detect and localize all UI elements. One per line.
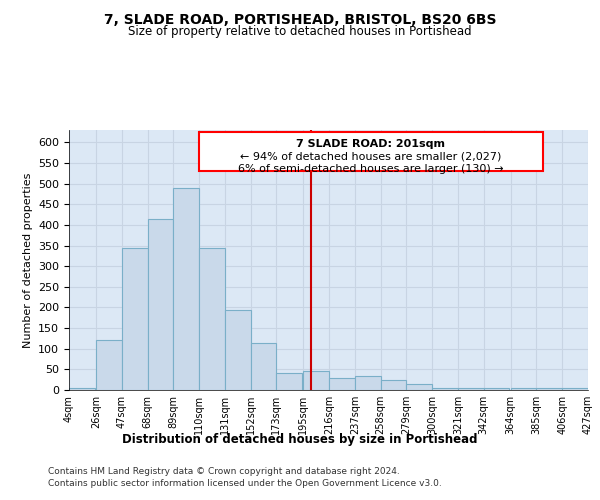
Bar bbox=[69, 388, 95, 390]
Bar bbox=[96, 340, 122, 390]
Bar bbox=[173, 188, 199, 390]
Bar bbox=[225, 310, 251, 390]
Bar bbox=[277, 374, 302, 390]
Bar bbox=[329, 378, 355, 390]
Bar bbox=[304, 372, 329, 390]
Text: Distribution of detached houses by size in Portishead: Distribution of detached houses by size … bbox=[122, 432, 478, 446]
Bar bbox=[355, 376, 380, 390]
Bar bbox=[199, 248, 225, 390]
Text: Contains HM Land Registry data © Crown copyright and database right 2024.: Contains HM Land Registry data © Crown c… bbox=[48, 468, 400, 476]
Bar bbox=[536, 388, 562, 390]
Bar bbox=[406, 384, 432, 390]
Text: Size of property relative to detached houses in Portishead: Size of property relative to detached ho… bbox=[128, 25, 472, 38]
Text: ← 94% of detached houses are smaller (2,027): ← 94% of detached houses are smaller (2,… bbox=[240, 151, 502, 161]
Bar bbox=[511, 388, 536, 390]
Bar bbox=[251, 342, 277, 390]
Text: 7, SLADE ROAD, PORTISHEAD, BRISTOL, BS20 6BS: 7, SLADE ROAD, PORTISHEAD, BRISTOL, BS20… bbox=[104, 12, 496, 26]
Bar bbox=[380, 380, 406, 390]
Bar bbox=[122, 248, 148, 390]
Bar bbox=[148, 218, 173, 390]
Text: 6% of semi-detached houses are larger (130) →: 6% of semi-detached houses are larger (1… bbox=[238, 164, 503, 173]
Bar bbox=[432, 388, 458, 390]
Text: 7 SLADE ROAD: 201sqm: 7 SLADE ROAD: 201sqm bbox=[296, 138, 445, 148]
FancyBboxPatch shape bbox=[199, 132, 542, 172]
Bar bbox=[458, 388, 484, 390]
Text: Contains public sector information licensed under the Open Government Licence v3: Contains public sector information licen… bbox=[48, 479, 442, 488]
Bar bbox=[484, 388, 509, 390]
Bar bbox=[562, 388, 588, 390]
Y-axis label: Number of detached properties: Number of detached properties bbox=[23, 172, 32, 348]
